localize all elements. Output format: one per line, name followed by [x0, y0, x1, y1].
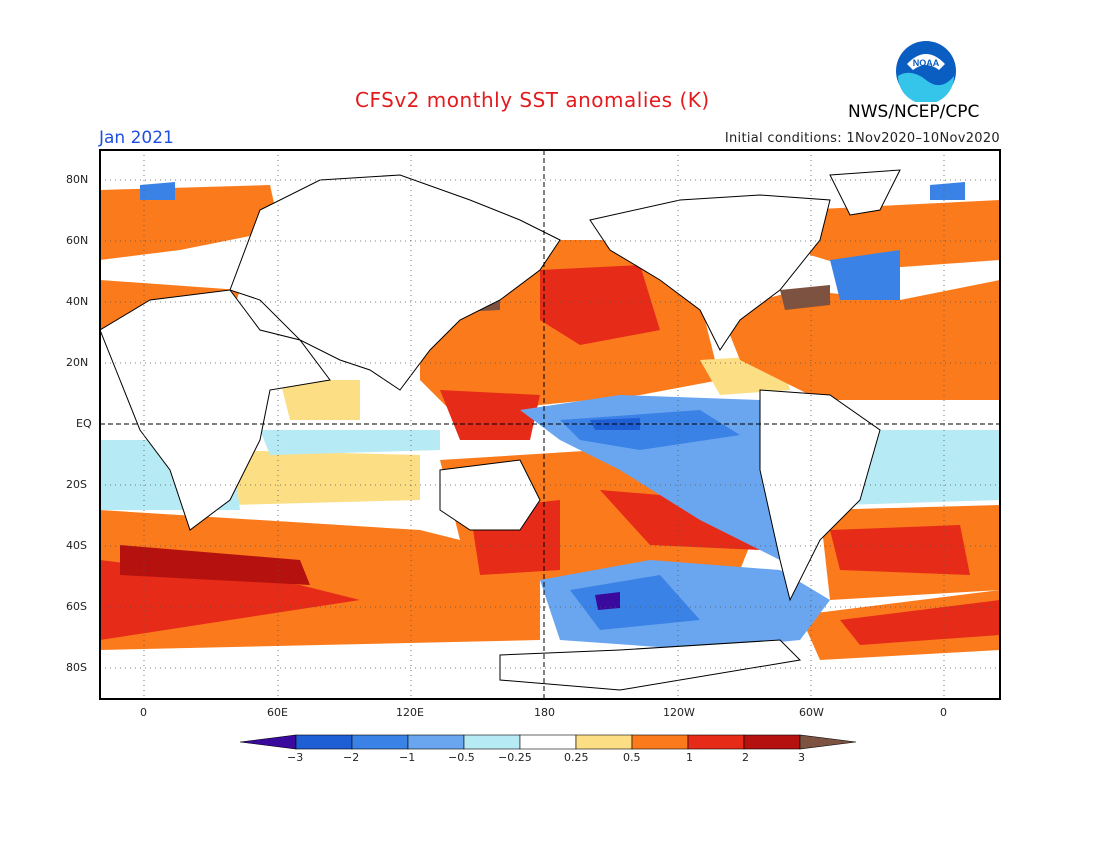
lat-label: 40S: [66, 539, 87, 552]
map-title: CFSv2 monthly SST anomalies (K): [355, 88, 710, 112]
cool-patch: [830, 250, 900, 300]
lat-label: 80S: [66, 661, 87, 674]
warm-patch: [280, 380, 360, 420]
legend-arrow-low: [239, 734, 297, 750]
legend-tick-label: 3: [798, 751, 805, 764]
legend-tick-label: 2: [742, 751, 749, 764]
agency-label: NWS/NCEP/CPC: [848, 102, 980, 122]
landmass: [100, 289, 331, 531]
logo-text: NOAA: [913, 58, 940, 68]
legend-arrow-high: [799, 734, 857, 750]
legend-tick-label: −0.25: [498, 751, 532, 764]
legend-tick-label: −3: [287, 751, 304, 764]
landmass: [759, 389, 881, 602]
legend-swatch: [519, 734, 577, 750]
legend-swatch: [407, 734, 465, 750]
forecast-month: Jan 2021: [99, 128, 174, 148]
lat-label: EQ: [76, 417, 92, 430]
cool-patch: [260, 430, 440, 455]
warm-patch: [800, 200, 1000, 270]
lon-label: 60E: [267, 706, 288, 719]
legend-swatch: [295, 734, 353, 750]
legend-swatch: [575, 734, 633, 750]
lon-label: 180: [534, 706, 555, 719]
legend-tick-label: 0.25: [564, 751, 589, 764]
lat-label: 80N: [66, 173, 89, 186]
warm-patch: [840, 600, 1000, 645]
warm-patch: [120, 545, 310, 585]
map-frame: [99, 149, 1001, 700]
legend-tick-label: −2: [343, 751, 360, 764]
lat-label: 40N: [66, 295, 89, 308]
color-legend: [239, 734, 857, 750]
lon-label: 120W: [663, 706, 695, 719]
landmass: [499, 639, 802, 691]
legend-swatch: [743, 734, 801, 750]
legend-tick-label: 0.5: [623, 751, 641, 764]
legend-tick-label: −0.5: [448, 751, 475, 764]
landmass: [439, 459, 541, 531]
lat-label: 60N: [66, 234, 89, 247]
legend-swatch: [687, 734, 745, 750]
legend-swatch: [351, 734, 409, 750]
warm-patch: [100, 560, 360, 640]
landmass: [589, 194, 831, 351]
warm-patch: [720, 280, 1000, 400]
cool-patch: [570, 575, 700, 630]
lat-label: 20N: [66, 356, 89, 369]
legend-tick-label: −1: [399, 751, 416, 764]
lon-label: 0: [940, 706, 947, 719]
landmass: [229, 174, 561, 391]
legend-swatch: [631, 734, 689, 750]
cool-patch: [930, 182, 965, 200]
anomaly-field: [100, 169, 1000, 691]
cool-patch: [595, 592, 620, 610]
land: [100, 169, 901, 691]
noaa-logo: NOAA: [895, 40, 957, 106]
lat-label: 60S: [66, 600, 87, 613]
landmass: [829, 169, 901, 216]
warm-patch: [780, 285, 830, 310]
warm-patch: [830, 525, 970, 575]
legend-swatch: [463, 734, 521, 750]
warm-patch: [540, 265, 660, 345]
cool-patch: [140, 182, 175, 200]
cool-patch: [620, 470, 780, 560]
warm-patch: [220, 450, 420, 505]
initial-conditions: Initial conditions: 1Nov2020–10Nov2020: [724, 131, 1000, 146]
lon-label: 120E: [396, 706, 424, 719]
lon-label: 0: [140, 706, 147, 719]
graticule: [100, 150, 1000, 699]
legend-tick-label: 1: [686, 751, 693, 764]
lon-label: 60W: [799, 706, 824, 719]
warm-patch: [440, 390, 540, 440]
lat-label: 20S: [66, 478, 87, 491]
